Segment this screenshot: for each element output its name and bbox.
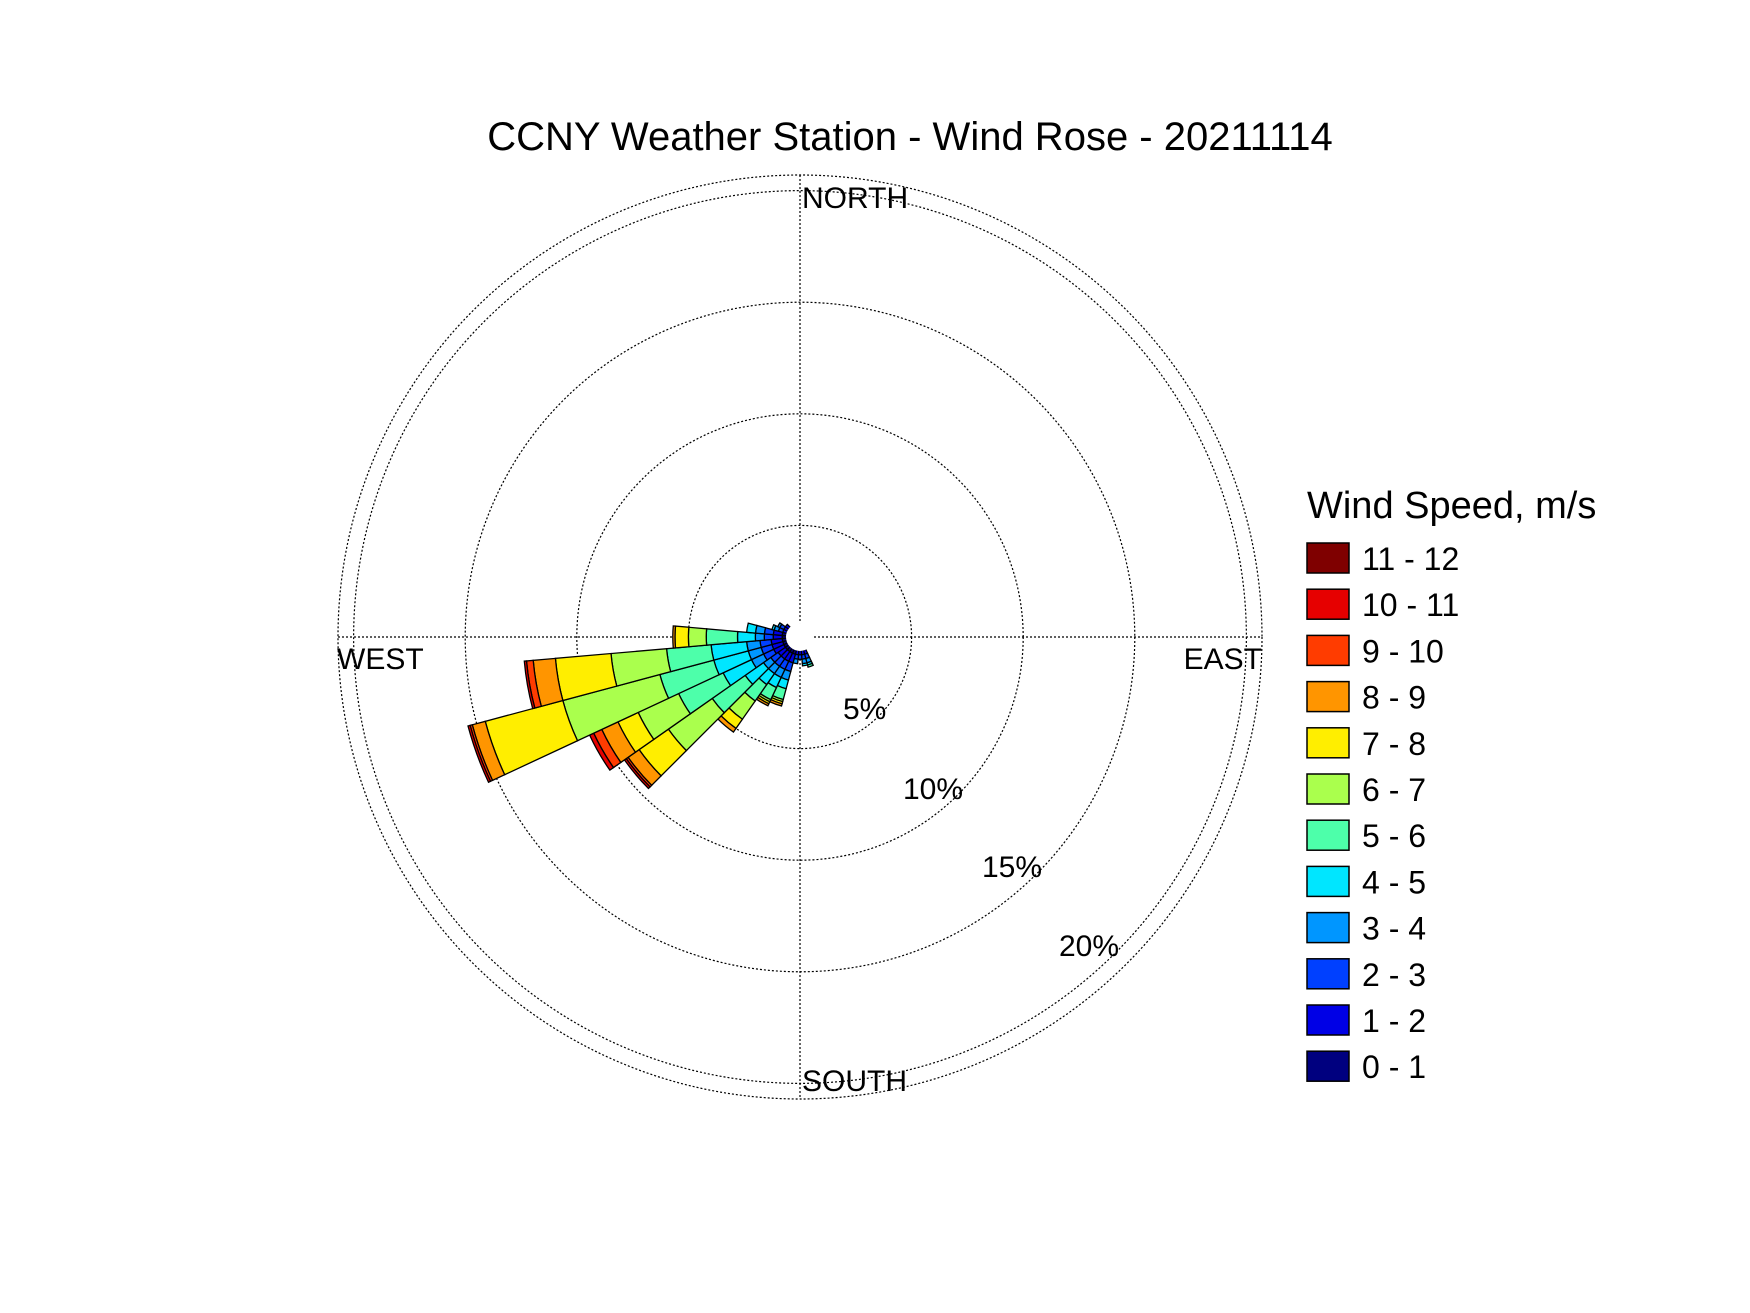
chart-title: CCNY Weather Station - Wind Rose - 20211… (487, 115, 1333, 159)
legend-label: 1 - 2 (1362, 1003, 1426, 1039)
direction-label-north: NORTH (802, 182, 908, 215)
center-hole (786, 623, 814, 651)
legend-label: 11 - 12 (1362, 541, 1459, 577)
sector-250-bin-10 (467, 724, 492, 784)
legend-swatch (1306, 727, 1350, 759)
legend: 11 - 12 10 - 11 9 - 10 8 - 9 7 - 8 6 - 7 5 - 6… (1306, 541, 1459, 1085)
legend-swatch (1306, 542, 1350, 574)
sector-270-bin-6 (687, 626, 708, 648)
sector-280-bin-4 (745, 622, 758, 634)
legend-label: 9 - 10 (1362, 633, 1444, 669)
wind-sectors (467, 622, 815, 790)
legend-label: 4 - 5 (1362, 864, 1426, 900)
legend-swatch (1306, 680, 1350, 713)
sector-270-bin-7 (674, 625, 690, 649)
legend-swatch (1306, 634, 1350, 667)
sector-270-bin-5 (705, 628, 739, 646)
legend-label: 3 - 4 (1362, 911, 1426, 947)
direction-label-south: SOUTH (802, 1065, 907, 1098)
ring-label-5: 5% (843, 693, 886, 726)
ring-label-15: 15% (982, 851, 1042, 884)
legend-swatch (1306, 911, 1350, 944)
sector-300-bin-3 (776, 622, 783, 629)
legend-label: 0 - 1 (1362, 1049, 1426, 1085)
legend-swatch (1306, 819, 1350, 851)
legend-swatch (1306, 1004, 1350, 1036)
legend-label: 7 - 8 (1362, 726, 1426, 762)
legend-title: Wind Speed, m/s (1307, 485, 1596, 527)
sector-260-bin-10 (523, 660, 536, 710)
ring-label-10: 10% (903, 773, 963, 806)
legend-label: 8 - 9 (1362, 680, 1426, 716)
legend-label: 10 - 11 (1362, 587, 1459, 623)
sector-290-bin-4 (771, 623, 777, 631)
legend-label: 5 - 6 (1362, 818, 1426, 854)
direction-label-east: EAST (1184, 643, 1262, 676)
legend-swatch (1306, 588, 1350, 620)
sector-170-bin-4 (801, 662, 809, 667)
legend-swatch (1306, 958, 1350, 990)
legend-label: 2 - 3 (1362, 957, 1426, 993)
legend-swatch (1306, 773, 1350, 805)
legend-label: 6 - 7 (1362, 772, 1426, 808)
sector-270-bin-8 (672, 625, 677, 649)
ring-label-20: 20% (1059, 930, 1119, 963)
legend-swatch (1306, 865, 1350, 898)
legend-swatch (1306, 1050, 1350, 1082)
direction-label-west: WEST (337, 643, 424, 676)
